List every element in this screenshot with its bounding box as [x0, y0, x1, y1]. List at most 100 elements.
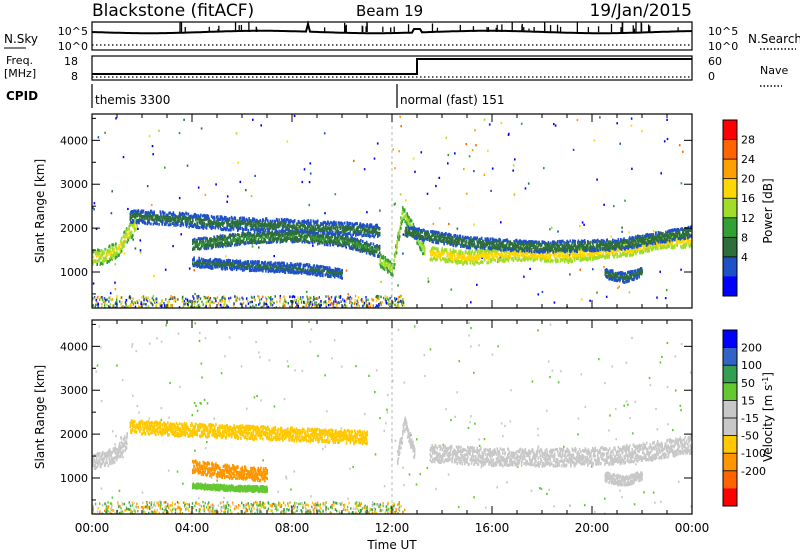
- band-cell: [250, 223, 253, 227]
- noise-cell: [630, 117, 633, 120]
- band-cell: [257, 265, 260, 269]
- band-cell: [493, 256, 495, 260]
- near-range-cell: [132, 303, 135, 306]
- band-cell: [289, 268, 292, 272]
- near-range-cell: [356, 305, 358, 308]
- near-range-cell: [234, 295, 236, 299]
- band-cell: [295, 267, 298, 271]
- band-cell: [212, 222, 215, 226]
- band-cell: [499, 253, 502, 257]
- band-cell: [123, 230, 126, 234]
- band-cell: [336, 267, 338, 271]
- band-cell: [92, 262, 94, 266]
- near-range-cell: [372, 298, 374, 302]
- noise-cell: [197, 186, 200, 189]
- band-cell: [281, 219, 283, 223]
- band-cell: [354, 222, 357, 226]
- near-range-cell: [311, 303, 314, 306]
- band-cell: [240, 239, 242, 243]
- band-cell: [271, 230, 273, 234]
- band-cell: [225, 227, 228, 231]
- near-range-cell: [299, 297, 302, 301]
- noise-cell: [127, 207, 129, 211]
- near-range-cell: [207, 295, 209, 299]
- band-cell: [329, 231, 332, 235]
- nave-label: Nave: [760, 64, 788, 77]
- band-cell: [322, 270, 324, 274]
- near-range-cell: [296, 303, 298, 306]
- band-cell: [273, 264, 276, 268]
- band-cell: [265, 217, 268, 221]
- noise-cell: [399, 115, 401, 118]
- band-cell: [150, 222, 152, 226]
- band-cell: [423, 252, 426, 256]
- noise-cell: [487, 149, 489, 152]
- beam-label: Beam 19: [356, 2, 423, 20]
- band-cell: [337, 244, 339, 248]
- band-cell: [355, 231, 358, 235]
- near-range-cell: [234, 300, 237, 303]
- band-cell: [341, 268, 343, 272]
- band-cell: [295, 230, 297, 234]
- band-cell: [235, 233, 237, 237]
- noise-cell: [312, 244, 314, 247]
- band-cell: [402, 206, 404, 210]
- noise-cell: [226, 200, 228, 203]
- noise-cell: [641, 130, 643, 133]
- band-cell: [103, 259, 105, 263]
- near-range-cell: [171, 297, 173, 300]
- band-cell: [226, 263, 228, 266]
- near-range-cell: [186, 301, 188, 304]
- band-cell: [243, 268, 245, 272]
- near-range-cell: [297, 299, 300, 303]
- near-range-cell: [284, 304, 286, 307]
- near-range-cell: [270, 301, 272, 305]
- band-cell: [198, 243, 200, 247]
- band-cell: [330, 239, 333, 243]
- band-cell: [316, 232, 318, 235]
- noise-cell: [228, 297, 230, 300]
- band-cell: [202, 224, 204, 228]
- near-range-cell: [137, 301, 139, 305]
- noise-cell: [301, 180, 304, 184]
- near-range-cell: [318, 306, 320, 308]
- near-range-cell: [357, 296, 360, 299]
- near-range-cell: [334, 297, 336, 301]
- band-cell: [255, 225, 258, 229]
- band-cell: [209, 223, 212, 226]
- band-cell: [396, 245, 398, 249]
- band-cell: [378, 246, 381, 250]
- near-range-cell: [284, 299, 286, 303]
- near-range-cell: [387, 302, 389, 305]
- near-range-cell: [354, 294, 357, 298]
- noise-cell: [473, 170, 475, 173]
- band-cell: [273, 232, 275, 236]
- band-cell: [345, 226, 348, 230]
- near-range-cell: [227, 306, 229, 308]
- noise-cell: [438, 207, 441, 210]
- band-cell: [197, 214, 200, 218]
- near-range-cell: [205, 296, 207, 300]
- band-cell: [222, 217, 225, 221]
- band-cell: [207, 240, 210, 244]
- near-range-cell: [297, 301, 300, 304]
- band-cell: [155, 219, 158, 222]
- band-cell: [217, 226, 220, 230]
- band-cell: [208, 244, 210, 248]
- band-cell: [232, 222, 234, 226]
- band-cell: [334, 231, 337, 235]
- near-range-cell: [303, 301, 305, 304]
- band-cell: [250, 269, 253, 272]
- near-range-cell: [320, 301, 322, 304]
- band-cell: [351, 239, 353, 243]
- band-cell: [333, 269, 335, 273]
- band-cell: [210, 227, 213, 231]
- band-cell: [283, 264, 285, 268]
- band-cell: [185, 212, 188, 216]
- noise-cell: [334, 193, 337, 196]
- band-cell: [310, 228, 313, 232]
- band-cell: [405, 220, 408, 224]
- noise-cell: [605, 295, 608, 298]
- band-cell: [380, 263, 383, 267]
- band-cell: [545, 255, 548, 259]
